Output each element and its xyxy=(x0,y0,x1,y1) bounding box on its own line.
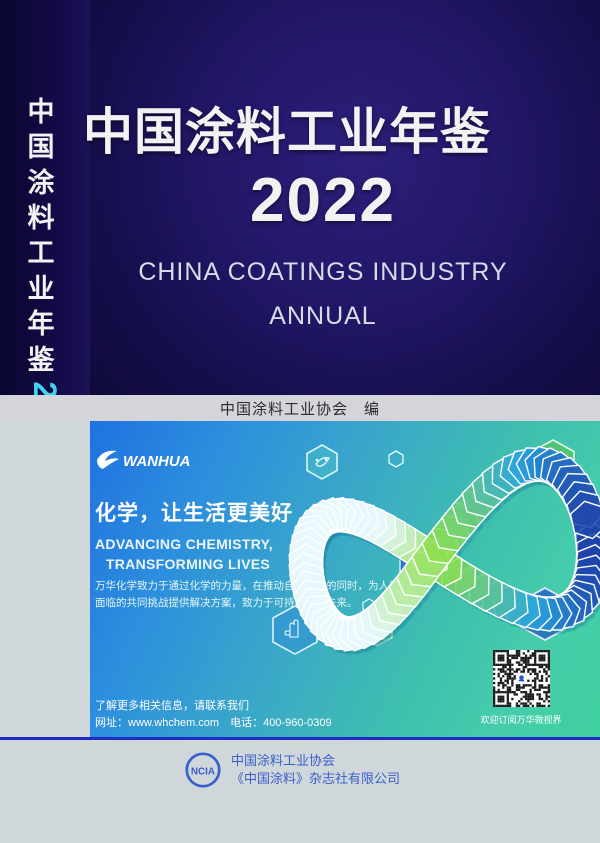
svg-text:NCIA: NCIA xyxy=(191,767,215,778)
svg-text:WANHUA: WANHUA xyxy=(123,453,191,470)
